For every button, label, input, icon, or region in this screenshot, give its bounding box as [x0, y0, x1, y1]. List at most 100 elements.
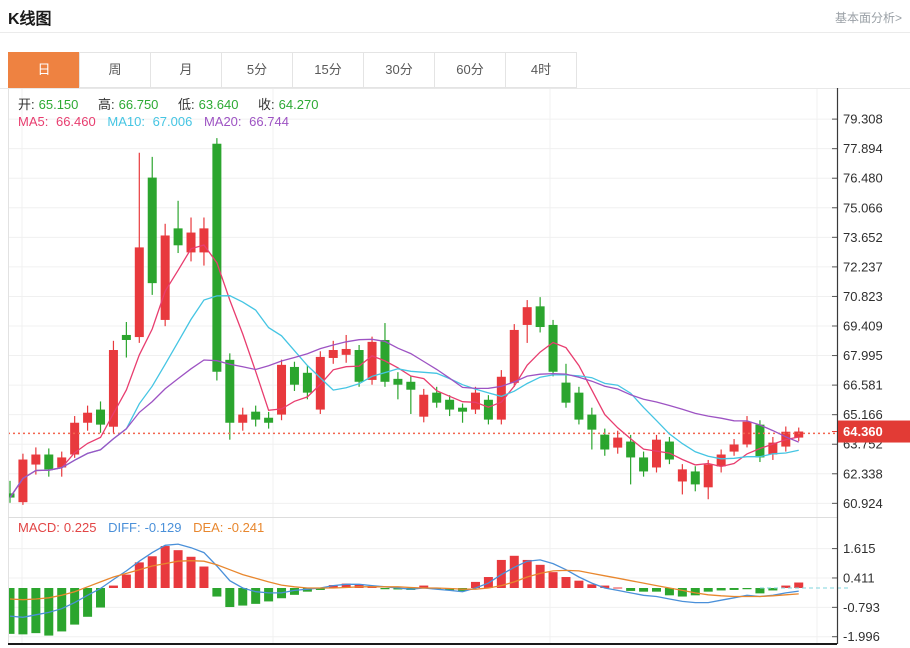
candle	[199, 217, 209, 266]
candle	[470, 386, 480, 414]
candle	[57, 451, 67, 477]
candle	[225, 353, 235, 440]
candle	[44, 448, 54, 477]
macd-bar	[716, 588, 726, 591]
tab-15min[interactable]: 15分	[292, 52, 364, 88]
candle	[677, 464, 687, 495]
tab-day[interactable]: 日	[8, 52, 80, 88]
candle	[134, 152, 144, 343]
page-title: K线图	[8, 11, 52, 28]
candle	[535, 297, 545, 333]
axis-tick-label: 1.615	[843, 541, 876, 556]
macd-histogram	[8, 546, 804, 636]
macd-bar	[173, 550, 183, 588]
candle	[289, 361, 299, 391]
macd-bar	[8, 588, 15, 634]
candle	[315, 351, 325, 414]
candle	[121, 322, 131, 358]
candle	[147, 156, 157, 295]
candle	[639, 451, 649, 477]
ma-lines	[9, 244, 799, 498]
axis-tick-label: 62.338	[843, 466, 883, 481]
header-divider	[0, 32, 910, 33]
low-label: 低:	[178, 97, 195, 112]
macd-bar	[315, 588, 325, 590]
tab-4hour[interactable]: 4时	[505, 52, 577, 88]
candle	[626, 434, 636, 485]
macd-bar	[264, 588, 274, 602]
candle	[380, 323, 390, 387]
macd-bar	[70, 588, 80, 625]
candle	[509, 324, 519, 387]
macd-bar	[535, 564, 545, 588]
macd-bar	[57, 588, 67, 632]
macd-bar	[225, 588, 235, 608]
macd-bar	[419, 585, 429, 588]
candle	[522, 300, 532, 343]
candle	[458, 403, 468, 423]
current-price-badge: 64.360	[832, 420, 910, 443]
candle	[483, 395, 493, 425]
macd-bar	[755, 588, 765, 594]
low-value: 63.640	[198, 97, 239, 112]
candle	[302, 365, 312, 400]
axis-tick-label: 77.894	[843, 141, 883, 156]
macd-bar	[83, 588, 93, 617]
axis-tick-label: 67.995	[843, 348, 883, 363]
tab-60min[interactable]: 60分	[434, 52, 506, 88]
tab-week[interactable]: 周	[79, 52, 151, 88]
candle	[108, 340, 118, 433]
macd-bar	[147, 556, 157, 588]
axis-tick-label: 75.066	[843, 200, 883, 215]
candle	[664, 436, 674, 465]
candle	[496, 370, 506, 425]
macd-bar	[613, 587, 623, 589]
macd-bar	[703, 588, 713, 592]
candle	[690, 466, 700, 492]
ma20-legend: MA20: 66.744	[203, 114, 289, 129]
ma10-line	[9, 295, 799, 498]
macd-bar	[626, 588, 636, 591]
candle	[96, 401, 106, 433]
candle	[652, 434, 661, 473]
macd-bar	[781, 585, 791, 588]
candle	[393, 372, 403, 400]
macd-bar	[289, 588, 299, 595]
candle	[548, 319, 558, 377]
ma10-legend: MA10: 67.006	[107, 114, 193, 129]
dea-value: DEA: -0.241	[193, 520, 265, 535]
axis-tick-label: 0.411	[843, 570, 875, 585]
macd-bar	[186, 556, 196, 588]
macd-bar	[380, 588, 390, 590]
fundamental-analysis-link[interactable]: 基本面分析>	[834, 11, 902, 25]
macd-legend: MACD: 0.225 DIFF: -0.129 DEA: -0.241	[18, 520, 272, 535]
candle	[755, 420, 765, 463]
open-value: 65.150	[38, 97, 79, 112]
axis-tick-label: -1.996	[843, 629, 880, 644]
macd-bar	[134, 562, 144, 588]
axis-tick-label: 66.581	[843, 378, 883, 393]
macd-bar	[121, 574, 131, 588]
candle	[574, 386, 584, 425]
candle	[406, 376, 416, 414]
candles	[8, 138, 804, 505]
macd-bar	[794, 582, 804, 588]
macd-bar	[742, 588, 752, 590]
macd-bar	[238, 588, 248, 606]
tab-5min[interactable]: 5分	[221, 52, 293, 88]
macd-bar	[587, 584, 597, 588]
candle	[729, 439, 739, 456]
tab-month[interactable]: 月	[150, 52, 222, 88]
ma5-line	[9, 244, 799, 498]
candle	[341, 334, 351, 363]
macd-bar	[160, 546, 170, 588]
axis-tick-label: 69.409	[843, 319, 883, 334]
tab-30min[interactable]: 30分	[363, 52, 435, 88]
diff-value: DIFF: -0.129	[108, 520, 182, 535]
macd-bar	[341, 583, 351, 588]
macd-bar	[212, 588, 222, 597]
gridlines	[8, 88, 837, 644]
macd-bar	[18, 588, 28, 635]
candle	[703, 459, 713, 500]
